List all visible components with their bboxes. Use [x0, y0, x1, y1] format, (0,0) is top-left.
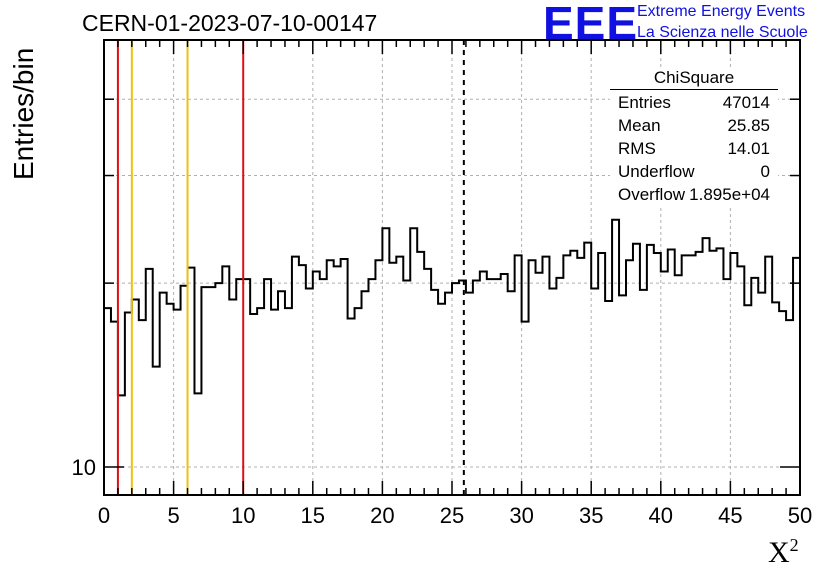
histogram-bars: [104, 218, 800, 397]
stats-title: ChiSquare: [610, 67, 778, 90]
stats-row-mean: Mean 25.85: [610, 114, 778, 137]
stats-key: Underflow: [618, 162, 695, 181]
axis-ticks: [103, 40, 801, 496]
stats-value: 14.01: [727, 139, 770, 158]
stats-row-entries: Entries 47014: [610, 91, 778, 114]
x-tick-label: 50: [788, 503, 812, 528]
x-tick-label: 30: [509, 503, 533, 528]
x-tick-label: 35: [579, 503, 603, 528]
logo-subtitle-2: La Scienza nelle Scuole: [637, 24, 808, 41]
x-axis-label: X2: [768, 535, 799, 569]
stats-value: 25.85: [727, 116, 770, 135]
stats-box: ChiSquare Entries 47014 Mean 25.85 RMS 1…: [610, 67, 778, 207]
x-tick-label: 5: [167, 503, 179, 528]
stats-row-rms: RMS 14.01: [610, 137, 778, 160]
axis-tick-labels: 0 5 10 15 20 25 30 35 40 45 50 10: [72, 455, 813, 528]
stats-row-overflow: Overflow 1.895e+04: [610, 183, 778, 206]
stats-key: Entries: [618, 93, 671, 112]
stats-key: RMS: [618, 139, 656, 158]
chart-title: CERN-01-2023-07-10-00147: [82, 10, 378, 36]
x-tick-label: 20: [370, 503, 394, 528]
x-tick-label: 40: [649, 503, 673, 528]
stats-key: Mean: [618, 116, 661, 135]
stats-row-underflow: Underflow 0: [610, 160, 778, 183]
histogram-outline: [104, 218, 800, 397]
logo-subtitle-1: Extreme Energy Events: [637, 3, 806, 20]
x-tick-label: 25: [440, 503, 464, 528]
x-tick-label: 45: [718, 503, 742, 528]
stats-value: 47014: [722, 93, 770, 112]
stats-value: 1.895e+04: [689, 185, 770, 204]
x-tick-label: 0: [98, 503, 110, 528]
marker-lines: [116, 40, 465, 495]
eee-logo: EEE: [543, 0, 639, 49]
y-axis-label: Entries/bin: [8, 47, 39, 180]
stats-value: 0: [760, 162, 770, 181]
x-tick-label: 15: [301, 503, 325, 528]
x-tick-label: 10: [231, 503, 255, 528]
stats-key: Overflow: [618, 185, 686, 204]
y-tick-label: 10: [72, 455, 96, 480]
